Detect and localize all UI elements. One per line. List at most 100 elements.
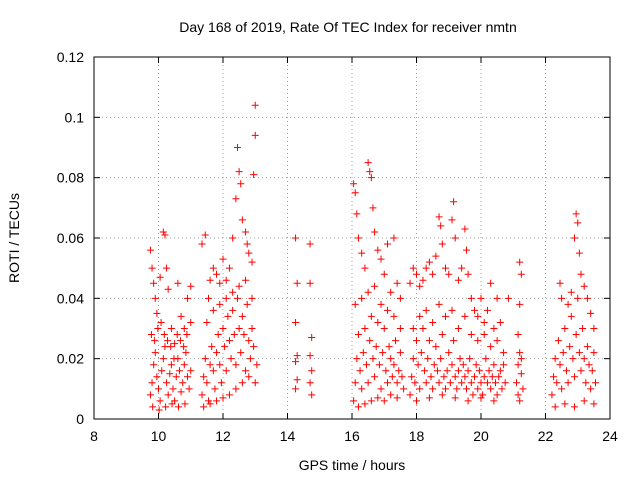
data-point xyxy=(395,367,403,375)
data-point xyxy=(443,367,451,375)
data-point xyxy=(438,331,446,339)
data-point xyxy=(168,400,176,408)
data-point xyxy=(213,397,221,405)
data-point xyxy=(158,367,166,375)
data-point xyxy=(176,337,184,345)
data-point xyxy=(369,355,377,363)
data-point xyxy=(163,264,171,272)
data-point xyxy=(232,361,240,369)
data-point xyxy=(248,258,256,266)
data-point xyxy=(146,246,154,254)
data-point xyxy=(383,306,391,314)
data-point xyxy=(477,294,485,302)
data-point xyxy=(151,294,159,302)
data-point xyxy=(250,171,258,179)
data-point xyxy=(371,228,379,236)
data-point xyxy=(229,306,237,314)
data-point xyxy=(419,276,427,284)
data-point xyxy=(292,234,300,242)
data-point xyxy=(388,373,396,381)
data-point xyxy=(483,379,491,387)
data-point xyxy=(350,180,358,188)
data-point xyxy=(227,355,235,363)
data-point xyxy=(516,258,524,266)
data-point xyxy=(245,373,253,381)
data-point xyxy=(243,300,251,308)
data-point xyxy=(453,385,461,393)
data-point xyxy=(569,355,577,363)
data-point xyxy=(390,234,398,242)
data-point xyxy=(450,337,458,345)
data-point xyxy=(501,379,509,387)
data-point xyxy=(155,385,162,393)
data-point xyxy=(229,288,237,296)
data-point xyxy=(235,325,243,332)
data-point xyxy=(150,279,158,287)
data-point xyxy=(575,249,583,257)
data-point xyxy=(214,331,222,339)
data-point xyxy=(171,340,179,348)
data-point xyxy=(429,270,437,278)
data-point xyxy=(371,282,379,290)
data-point xyxy=(451,394,459,402)
data-point xyxy=(230,331,238,339)
data-point xyxy=(367,397,375,405)
data-point xyxy=(222,276,230,284)
data-point xyxy=(571,403,579,411)
data-point xyxy=(437,355,445,363)
data-point xyxy=(587,309,595,317)
data-point xyxy=(393,394,401,402)
data-point xyxy=(467,331,475,339)
data-point xyxy=(409,264,417,272)
data-point xyxy=(504,294,512,302)
data-point xyxy=(251,131,259,139)
data-point xyxy=(469,391,477,399)
data-point xyxy=(221,343,229,351)
data-point xyxy=(377,300,385,308)
data-point xyxy=(174,279,182,287)
axes: 8 10 12 14 16 18 20 22 24 0 0.02 0.04 0.06 0.08 0.1 0.1… xyxy=(57,49,618,444)
data-point xyxy=(422,264,430,272)
x-tick-label: 12 xyxy=(215,428,231,444)
data-point xyxy=(374,246,382,254)
data-point xyxy=(450,198,458,206)
data-point xyxy=(432,343,440,351)
y-tick-label: 0.04 xyxy=(57,290,84,306)
data-point xyxy=(466,355,474,363)
data-point xyxy=(361,325,369,332)
data-point xyxy=(490,397,498,405)
data-point xyxy=(251,101,259,109)
data-point xyxy=(550,373,558,381)
data-point xyxy=(427,373,435,381)
data-point xyxy=(580,397,588,405)
data-point xyxy=(435,213,443,221)
data-point xyxy=(424,355,432,363)
data-point xyxy=(200,373,208,381)
data-point xyxy=(167,343,175,351)
data-point xyxy=(240,331,248,339)
data-point xyxy=(181,400,189,408)
data-point xyxy=(556,361,564,369)
data-point xyxy=(438,240,446,248)
data-point xyxy=(203,379,211,387)
data-point xyxy=(551,403,559,411)
data-point xyxy=(308,334,316,342)
data-point xyxy=(377,255,385,263)
data-point xyxy=(180,343,188,351)
data-point xyxy=(219,255,227,263)
data-point xyxy=(445,270,453,278)
data-point xyxy=(351,300,359,308)
data-point xyxy=(184,373,192,381)
data-point xyxy=(462,246,470,254)
data-point xyxy=(367,312,375,320)
data-point xyxy=(464,270,472,278)
data-point xyxy=(164,285,172,293)
data-point xyxy=(480,318,488,326)
data-point xyxy=(200,403,208,411)
data-point xyxy=(572,331,580,339)
data-point xyxy=(206,361,214,369)
y-tick-label: 0.1 xyxy=(65,109,85,125)
grid xyxy=(94,57,610,419)
data-point xyxy=(482,355,490,363)
